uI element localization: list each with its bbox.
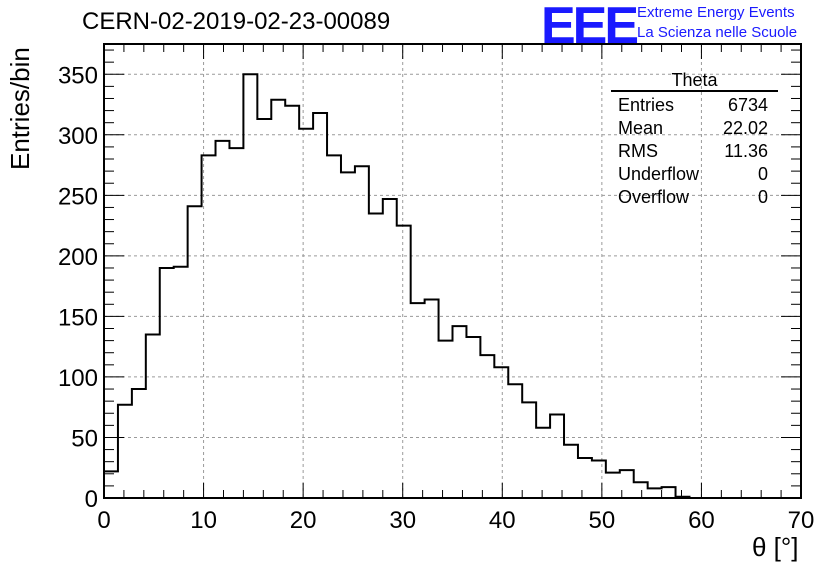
stats-label: Overflow — [618, 187, 690, 207]
x-tick-label: 0 — [97, 507, 110, 534]
y-tick-label: 0 — [85, 486, 98, 513]
stats-divider — [611, 90, 778, 92]
x-tick-label: 60 — [688, 507, 715, 534]
stats-value: 0 — [757, 164, 768, 184]
y-tick-label: 350 — [58, 62, 98, 89]
axis-ticks — [103, 44, 802, 499]
y-tick-label: 150 — [58, 304, 98, 331]
tick-labels: 0 10 20 30 40 50 60 70 0 50 100 150 200 250 300 350 — [58, 62, 814, 534]
logo-line-1: Extreme Energy Events — [637, 4, 795, 21]
stats-rows: Entries 6734 Mean 22.02 RMS 11.36 Underflow 0 Ov… — [611, 94, 778, 209]
x-axis-label: θ [°] — [752, 532, 799, 562]
x-tick-label: 20 — [290, 507, 317, 534]
stats-value: 22.02 — [722, 118, 768, 138]
stats-row: Overflow 0 — [611, 186, 778, 209]
plot-frame — [103, 43, 802, 499]
y-tick-label: 250 — [58, 183, 98, 210]
y-tick-label: 100 — [58, 365, 98, 392]
stats-row: Entries 6734 — [611, 94, 778, 117]
stats-value: 11.36 — [724, 141, 768, 161]
stats-label: Entries — [618, 95, 675, 115]
logo-line-2: La Scienza nelle Scuole — [637, 24, 798, 41]
x-tick-label: 40 — [489, 507, 516, 534]
y-axis-label: Entries/bin — [5, 47, 35, 170]
grid-lines — [104, 44, 801, 498]
y-tick-label: 200 — [58, 244, 98, 271]
stats-title: Theta — [671, 70, 718, 90]
y-tick-label: 300 — [58, 123, 98, 150]
x-tick-label: 30 — [389, 507, 416, 534]
stats-row: RMS 11.36 — [611, 140, 778, 163]
stats-label: Underflow — [618, 164, 700, 184]
x-tick-label: 70 — [788, 507, 815, 534]
histogram-line — [104, 73, 801, 499]
stats-row: Underflow 0 — [611, 163, 778, 186]
eee-logo: EEE — [541, 0, 639, 55]
stats-row: Mean 22.02 — [611, 117, 778, 140]
y-tick-label: 50 — [71, 425, 98, 452]
stats-box: Theta Entries 6734 Mean 22.02 RMS 11.36 Underf… — [611, 70, 778, 209]
stats-value: 0 — [757, 187, 768, 207]
x-tick-label: 50 — [589, 507, 616, 534]
chart-title: CERN-02-2019-02-23-00089 — [82, 8, 391, 35]
stats-value: 6734 — [727, 95, 768, 115]
stats-label: RMS — [618, 141, 658, 161]
x-tick-label: 10 — [190, 507, 217, 534]
stats-label: Mean — [618, 118, 664, 138]
